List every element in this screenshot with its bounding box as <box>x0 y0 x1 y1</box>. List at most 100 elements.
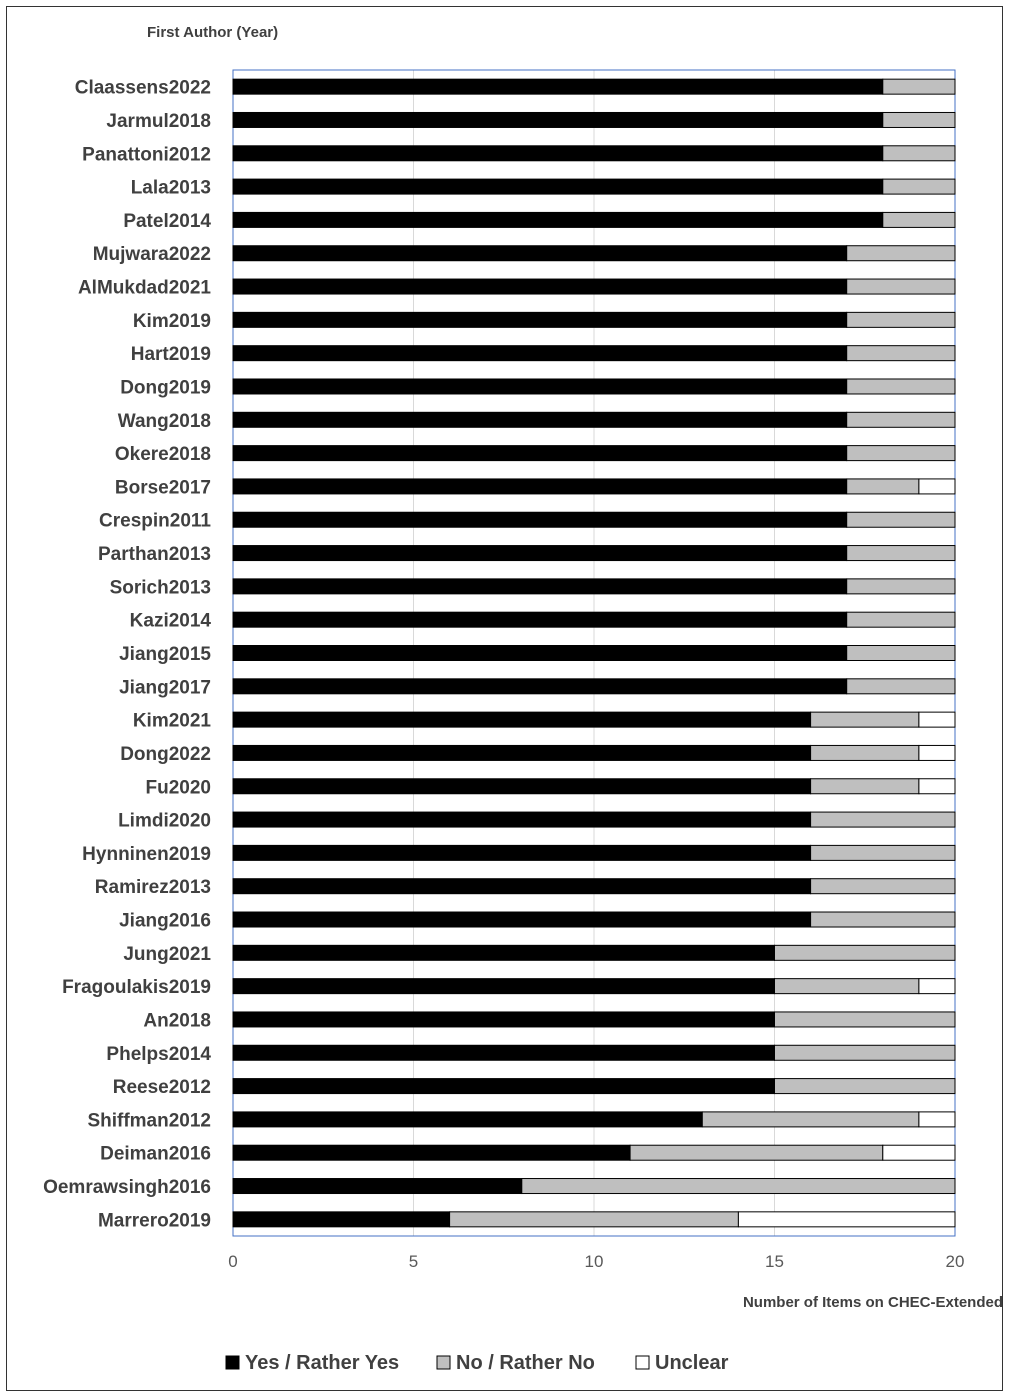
y-axis-title: First Author (Year) <box>147 24 278 41</box>
bar-Shiffman2012-yes <box>232 1111 703 1128</box>
bar-Crespin2011-no <box>846 511 956 528</box>
bar-Sorich2013-no <box>846 578 956 595</box>
category-label-Wang2018: Wang2018 <box>118 411 211 432</box>
bar-Hynninen2019-yes <box>232 844 812 861</box>
category-label-Jung2021: Jung2021 <box>123 944 211 965</box>
category-label-Kazi2014: Kazi2014 <box>130 611 212 632</box>
bar-Fragoulakis2019-no <box>774 978 920 995</box>
bar-Dong2019-no <box>846 378 956 395</box>
bar-Dong2022-yes <box>232 744 812 761</box>
bar-Jiang2017-no <box>846 678 956 695</box>
bar-Parthan2013-yes <box>232 545 848 562</box>
bar-Limdi2020-yes <box>232 811 812 828</box>
category-label-Deiman2016: Deiman2016 <box>100 1144 211 1165</box>
bar-Wang2018-yes <box>232 411 848 428</box>
category-label-Claassens2022: Claassens2022 <box>75 78 211 99</box>
bar-Wang2018-no <box>846 411 956 428</box>
category-label-Okere2018: Okere2018 <box>115 444 211 465</box>
bar-Phelps2014-yes <box>232 1044 775 1061</box>
legend-swatch-yes <box>225 1355 240 1370</box>
legend: Yes / Rather Yes No / Rather No Unclear <box>225 1352 729 1374</box>
category-label-Jarmul2018: Jarmul2018 <box>106 111 211 132</box>
x-tick-label-5: 5 <box>409 1252 418 1271</box>
legend-label-unclear: Unclear <box>655 1352 729 1374</box>
bar-Kazi2014-yes <box>232 611 848 628</box>
bar-Panattoni2012-no <box>882 145 956 162</box>
bar-Ramirez2013-no <box>810 878 956 895</box>
category-label-Phelps2014: Phelps2014 <box>106 1044 211 1065</box>
bar-Borse2017-yes <box>232 478 848 495</box>
category-label-Marrero2019: Marrero2019 <box>98 1210 211 1231</box>
category-label-Kim2019: Kim2019 <box>133 311 211 332</box>
category-label-Jiang2015: Jiang2015 <box>119 644 211 665</box>
legend-label-no: No / Rather No <box>456 1352 595 1374</box>
bar-Mujwara2022-no <box>846 245 956 262</box>
bar-An2018-yes <box>232 1011 775 1028</box>
category-label-Oemrawsingh2016: Oemrawsingh2016 <box>43 1177 211 1198</box>
bar-Oemrawsingh2016-yes <box>232 1178 523 1195</box>
bar-AlMukdad2021-no <box>846 278 956 295</box>
bar-Claassens2022-no <box>882 78 956 95</box>
category-label-Parthan2013: Parthan2013 <box>98 544 211 565</box>
category-label-Dong2019: Dong2019 <box>120 377 211 398</box>
bar-Deiman2016-no <box>629 1144 884 1161</box>
bar-Hynninen2019-no <box>810 844 956 861</box>
category-label-Jiang2017: Jiang2017 <box>119 677 211 698</box>
bar-Marrero2019-no <box>449 1211 739 1228</box>
bar-Okere2018-yes <box>232 445 848 462</box>
bar-Lala2013-yes <box>232 178 884 195</box>
bar-Fragoulakis2019-unclear <box>918 978 956 995</box>
bar-Kazi2014-no <box>846 611 956 628</box>
bar-Patel2014-yes <box>232 211 884 228</box>
bar-Kim2021-yes <box>232 711 812 728</box>
bar-Jung2021-no <box>774 944 956 961</box>
category-label-Fu2020: Fu2020 <box>146 777 211 798</box>
bar-Jiang2017-yes <box>232 678 848 695</box>
bar-Dong2022-no <box>810 744 920 761</box>
bar-Kim2019-no <box>846 311 956 328</box>
bar-Jiang2016-no <box>810 911 956 928</box>
category-label-Hynninen2019: Hynninen2019 <box>82 844 211 865</box>
category-label-Ramirez2013: Ramirez2013 <box>95 877 211 898</box>
category-label-Hart2019: Hart2019 <box>131 344 211 365</box>
bars-group <box>232 78 956 1228</box>
bar-AlMukdad2021-yes <box>232 278 848 295</box>
bar-Claassens2022-yes <box>232 78 884 95</box>
bar-Borse2017-unclear <box>918 478 956 495</box>
bar-Deiman2016-unclear <box>882 1144 956 1161</box>
x-tick-labels: 0 5 10 15 20 <box>228 1252 964 1271</box>
bar-Jarmul2018-no <box>882 111 956 128</box>
bar-Crespin2011-yes <box>232 511 848 528</box>
category-label-Fragoulakis2019: Fragoulakis2019 <box>62 977 211 998</box>
bar-Reese2012-yes <box>232 1078 775 1095</box>
bar-Shiffman2012-no <box>701 1111 920 1128</box>
bar-Okere2018-no <box>846 445 956 462</box>
category-label-Jiang2016: Jiang2016 <box>119 911 211 932</box>
category-label-Sorich2013: Sorich2013 <box>110 577 211 598</box>
bar-Jiang2015-yes <box>232 645 848 661</box>
bar-Fragoulakis2019-yes <box>232 978 775 995</box>
x-axis-title: Number of Items on CHEC-Extended <box>743 1294 1003 1311</box>
bar-Marrero2019-unclear <box>737 1211 956 1228</box>
bar-Deiman2016-yes <box>232 1144 631 1161</box>
category-label-Lala2013: Lala2013 <box>131 178 211 199</box>
bar-Parthan2013-no <box>846 545 956 562</box>
x-tick-label-15: 15 <box>765 1252 784 1271</box>
bar-Marrero2019-yes <box>232 1211 451 1228</box>
bar-Fu2020-yes <box>232 778 812 795</box>
legend-swatch-no <box>436 1355 451 1370</box>
bar-Hart2019-no <box>846 345 956 362</box>
category-labels: Claassens2022 Jarmul2018 Panattoni2012 Lala… <box>43 78 211 1232</box>
category-label-AlMukdad2021: AlMukdad2021 <box>78 278 211 299</box>
bar-Dong2019-yes <box>232 378 848 395</box>
bar-Phelps2014-no <box>774 1044 956 1061</box>
bar-Sorich2013-yes <box>232 578 848 595</box>
category-label-Dong2022: Dong2022 <box>120 744 211 765</box>
category-label-Limdi2020: Limdi2020 <box>118 811 211 832</box>
bar-Oemrawsingh2016-no <box>521 1178 956 1195</box>
category-label-Patel2014: Patel2014 <box>123 211 211 232</box>
bar-Dong2022-unclear <box>918 744 956 761</box>
bar-Fu2020-unclear <box>918 778 956 795</box>
bar-Kim2021-no <box>810 711 920 728</box>
